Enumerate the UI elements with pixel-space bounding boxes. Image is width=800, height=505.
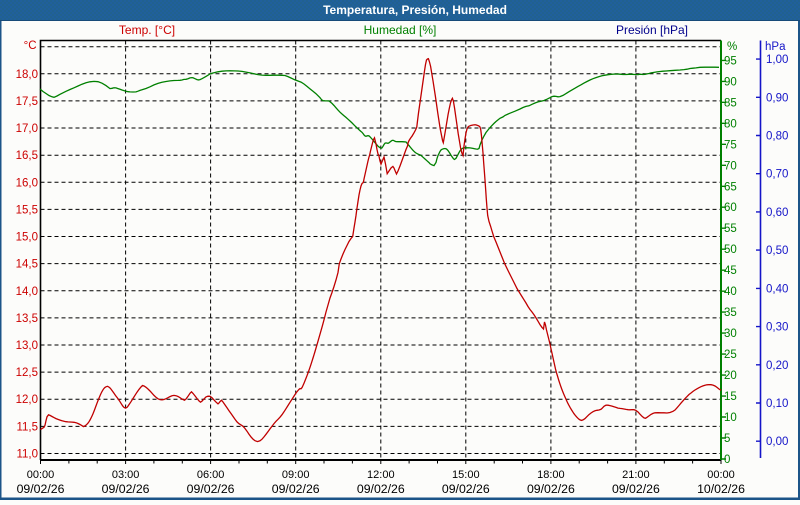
svg-text:80: 80 xyxy=(724,118,737,130)
svg-text:Presión [hPa]: Presión [hPa] xyxy=(616,23,688,37)
svg-text:00:00: 00:00 xyxy=(27,469,55,481)
svg-text:17,0: 17,0 xyxy=(16,123,38,135)
svg-text:55: 55 xyxy=(724,223,737,235)
svg-text:17,5: 17,5 xyxy=(16,96,38,108)
svg-text:45: 45 xyxy=(724,265,737,277)
svg-text:0,20: 0,20 xyxy=(766,360,788,372)
svg-text:0: 0 xyxy=(724,454,730,466)
svg-text:18,0: 18,0 xyxy=(16,69,38,81)
svg-text:Temperatura, Presión, Humedad: Temperatura, Presión, Humedad xyxy=(323,3,507,17)
svg-text:09/02/26: 09/02/26 xyxy=(102,482,150,496)
svg-text:12,5: 12,5 xyxy=(16,367,38,379)
svg-text:09/02/26: 09/02/26 xyxy=(612,482,660,496)
svg-text:5: 5 xyxy=(724,433,730,445)
svg-text:16,5: 16,5 xyxy=(16,150,38,162)
svg-text:35: 35 xyxy=(724,307,737,319)
svg-text:0,10: 0,10 xyxy=(766,398,788,410)
svg-text:15,5: 15,5 xyxy=(16,204,38,216)
svg-text:65: 65 xyxy=(724,181,737,193)
svg-text:0,00: 0,00 xyxy=(766,436,788,448)
svg-text:03:00: 03:00 xyxy=(112,469,140,481)
svg-text:0,50: 0,50 xyxy=(766,245,788,257)
svg-text:11,5: 11,5 xyxy=(16,421,38,433)
svg-text:14,5: 14,5 xyxy=(16,259,38,271)
svg-text:95: 95 xyxy=(724,55,737,67)
svg-text:0,40: 0,40 xyxy=(766,283,788,295)
svg-text:60: 60 xyxy=(724,202,737,214)
svg-text:09/02/26: 09/02/26 xyxy=(17,482,65,496)
svg-text:Temp. [°C]: Temp. [°C] xyxy=(119,23,175,37)
svg-text:09/02/26: 09/02/26 xyxy=(442,482,490,496)
svg-text:1,00: 1,00 xyxy=(766,54,788,66)
svg-text:06:00: 06:00 xyxy=(197,469,225,481)
svg-text:09/02/26: 09/02/26 xyxy=(527,482,575,496)
svg-text:00:00: 00:00 xyxy=(707,469,735,481)
svg-text:11,0: 11,0 xyxy=(16,449,38,461)
svg-text:30: 30 xyxy=(724,328,737,340)
svg-text:0,70: 0,70 xyxy=(766,169,788,181)
svg-text:20: 20 xyxy=(724,370,737,382)
svg-text:0,30: 0,30 xyxy=(766,322,788,334)
svg-text:09/02/26: 09/02/26 xyxy=(357,482,405,496)
svg-text:21:00: 21:00 xyxy=(622,469,650,481)
svg-text:09/02/26: 09/02/26 xyxy=(272,482,320,496)
svg-text:15:00: 15:00 xyxy=(452,469,480,481)
svg-text:40: 40 xyxy=(724,286,737,298)
svg-text:12,0: 12,0 xyxy=(16,394,38,406)
svg-text:09:00: 09:00 xyxy=(282,469,310,481)
svg-text:12:00: 12:00 xyxy=(367,469,395,481)
svg-text:18:00: 18:00 xyxy=(537,469,565,481)
svg-text:0,60: 0,60 xyxy=(766,207,788,219)
svg-text:25: 25 xyxy=(724,349,737,361)
svg-text:10: 10 xyxy=(724,412,737,424)
svg-text:14,0: 14,0 xyxy=(16,286,38,298)
svg-text:15: 15 xyxy=(724,391,737,403)
svg-text:0,90: 0,90 xyxy=(766,92,788,104)
svg-text:13,0: 13,0 xyxy=(16,340,38,352)
svg-text:%: % xyxy=(727,41,737,53)
svg-text:09/02/26: 09/02/26 xyxy=(187,482,235,496)
svg-text:0,80: 0,80 xyxy=(766,131,788,143)
svg-text:50: 50 xyxy=(724,244,737,256)
svg-text:15,0: 15,0 xyxy=(16,232,38,244)
svg-text:85: 85 xyxy=(724,97,737,109)
svg-text:13,5: 13,5 xyxy=(16,313,38,325)
svg-text:90: 90 xyxy=(724,76,737,88)
svg-text:70: 70 xyxy=(724,160,737,172)
svg-text:Humedad [%]: Humedad [%] xyxy=(364,23,437,37)
svg-text:16,0: 16,0 xyxy=(16,177,38,189)
svg-text:10/02/26: 10/02/26 xyxy=(697,482,745,496)
svg-text:75: 75 xyxy=(724,139,737,151)
svg-text:°C: °C xyxy=(24,40,37,52)
svg-text:hPa: hPa xyxy=(765,41,786,53)
